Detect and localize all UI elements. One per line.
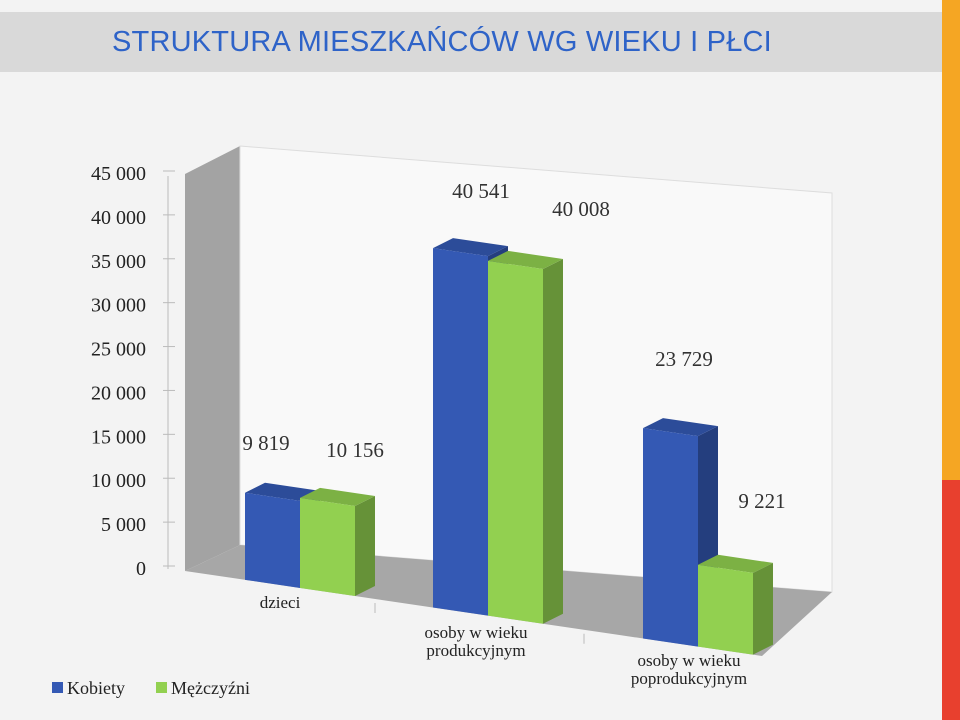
legend-item-kobiety: Kobiety bbox=[52, 678, 125, 699]
category-label: osoby w wieku produkcyjnym bbox=[425, 623, 528, 660]
bar-front-face bbox=[300, 497, 355, 597]
legend-label: Mężczyźni bbox=[171, 678, 250, 698]
y-tick-label: 25 000 bbox=[91, 339, 146, 361]
data-label: 23 729 bbox=[655, 347, 713, 371]
y-tick-label: 0 bbox=[136, 558, 146, 580]
data-label: 9 819 bbox=[242, 431, 289, 455]
bar-top-face bbox=[300, 487, 375, 506]
legend-label: Kobiety bbox=[67, 678, 125, 698]
y-tick-label: 20 000 bbox=[91, 382, 146, 404]
bar-top-face bbox=[245, 482, 320, 501]
y-tick-label: 15 000 bbox=[91, 426, 146, 448]
slide-title: STRUKTURA MIESZKAŃCÓW WG WIEKU I PŁCI bbox=[112, 26, 772, 58]
legend-swatch bbox=[156, 682, 167, 693]
bar-top-face bbox=[643, 418, 718, 437]
y-tick-label: 35 000 bbox=[91, 251, 146, 273]
data-label: 40 008 bbox=[552, 197, 610, 221]
title-bar: STRUKTURA MIESZKAŃCÓW WG WIEKU I PŁCI bbox=[0, 12, 942, 72]
bar-top-face bbox=[698, 554, 773, 573]
bar-front-face bbox=[643, 428, 698, 647]
legend-item-mężczyźni: Mężczyźni bbox=[156, 678, 250, 699]
accent-stripe-red bbox=[942, 480, 960, 720]
bar-mężczyźni-1 bbox=[488, 250, 563, 624]
category-label: dzieci bbox=[260, 593, 301, 612]
bar-side-face bbox=[753, 562, 773, 655]
bar-mężczyźni-0 bbox=[300, 487, 375, 597]
y-tick-label: 5 000 bbox=[101, 514, 146, 536]
bar-front-face bbox=[698, 564, 753, 655]
bar-front-face bbox=[245, 492, 300, 588]
y-tick-label: 45 000 bbox=[91, 163, 146, 185]
bar-side-face bbox=[355, 495, 375, 597]
data-label: 9 221 bbox=[738, 489, 785, 513]
bar-front-face bbox=[488, 260, 543, 624]
accent-stripe-orange bbox=[942, 0, 960, 480]
bar-side-face bbox=[543, 259, 563, 624]
legend-swatch bbox=[52, 682, 63, 693]
data-label: 40 541 bbox=[452, 179, 510, 203]
bar-top-face bbox=[433, 238, 508, 257]
y-tick-label: 10 000 bbox=[91, 470, 146, 492]
y-tick-label: 40 000 bbox=[91, 207, 146, 229]
bar-mężczyźni-2 bbox=[698, 554, 773, 655]
category-label: osoby w wieku poprodukcyjnym bbox=[631, 651, 747, 688]
chart-side-wall bbox=[185, 146, 240, 571]
data-label: 10 156 bbox=[326, 438, 384, 462]
bar-top-face bbox=[488, 250, 563, 270]
bar-front-face bbox=[433, 248, 488, 616]
y-tick-label: 30 000 bbox=[91, 295, 146, 317]
